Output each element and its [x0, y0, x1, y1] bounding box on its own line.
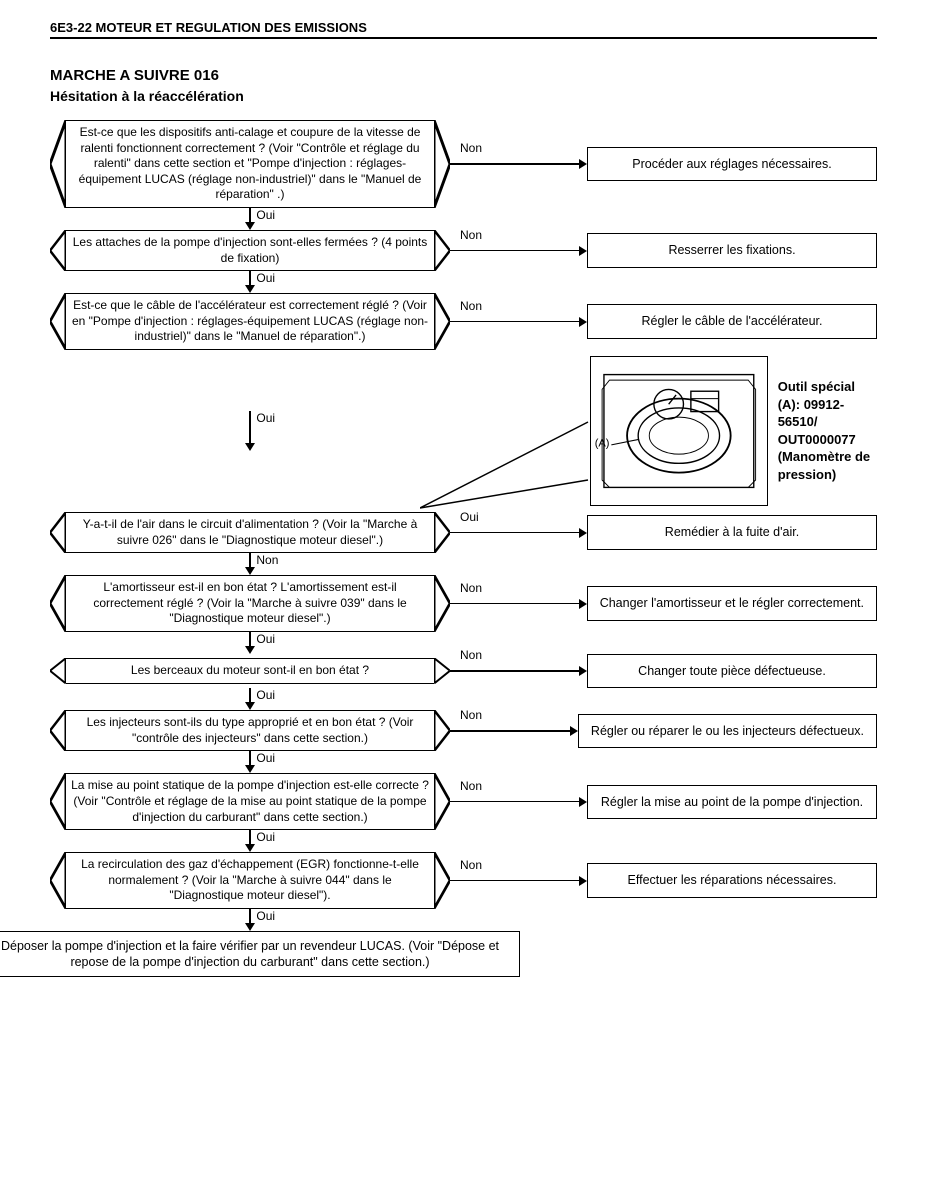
- arrow-down: Oui: [245, 688, 255, 710]
- action-node: Procéder aux réglages nécessaires.: [587, 147, 877, 181]
- edge-label: Oui: [250, 909, 275, 923]
- decision-node: Les injecteurs sont-ils du type appropri…: [50, 710, 450, 751]
- action-node: Régler le câble de l'accélérateur.: [587, 304, 877, 338]
- arrow-down: Oui: [245, 271, 255, 293]
- svg-text:(A): (A): [595, 438, 610, 450]
- edge-label: Oui: [458, 510, 481, 524]
- arrow-right: Non: [450, 599, 587, 609]
- arrow-right: Non: [450, 317, 587, 327]
- arrow-right: Non: [450, 876, 587, 886]
- arrow-right: Non: [450, 726, 578, 736]
- decision-text: L'amortisseur est-il en bon état ? L'amo…: [66, 575, 434, 632]
- procedure-subtitle: Hésitation à la réaccélération: [50, 88, 877, 104]
- arrow-right: Oui: [450, 528, 587, 538]
- action-node: Régler ou réparer le ou les injecteurs d…: [578, 714, 877, 748]
- edge-label: Non: [458, 581, 484, 595]
- action-node: Régler la mise au point de la pompe d'in…: [587, 785, 877, 819]
- action-node: Changer toute pièce défectueuse.: [587, 654, 877, 688]
- edge-label: Non: [458, 858, 484, 872]
- action-node: Changer l'amortisseur et le régler corre…: [587, 586, 877, 620]
- edge-label: Oui: [250, 271, 275, 285]
- tool-figure: (A) Outil spécial (A): 09912-56510/ OUT0…: [590, 356, 877, 506]
- arrow-right: Non: [450, 159, 587, 169]
- decision-text: La mise au point statique de la pompe d'…: [66, 773, 434, 830]
- edge-label: Oui: [250, 632, 275, 646]
- edge-label: Oui: [250, 751, 275, 765]
- action-node: Resserrer les fixations.: [587, 233, 877, 267]
- edge-label: Non: [458, 141, 484, 155]
- arrow-down: Oui: [245, 830, 255, 852]
- edge-label: Oui: [250, 411, 275, 425]
- arrow-down: Non: [245, 553, 255, 575]
- edge-label: Non: [458, 228, 484, 242]
- decision-node: L'amortisseur est-il en bon état ? L'amo…: [50, 575, 450, 632]
- decision-text: Les berceaux du moteur sont-il en bon ét…: [66, 658, 434, 684]
- action-node: Effectuer les réparations nécessaires.: [587, 863, 877, 897]
- arrow-down: Oui: [245, 632, 255, 654]
- arrow-down: Oui: [245, 208, 255, 230]
- tool-caption: Outil spécial (A): 09912-56510/ OUT00000…: [778, 378, 877, 483]
- arrow-down: Oui: [245, 751, 255, 773]
- decision-text: Les attaches de la pompe d'injection son…: [66, 230, 434, 271]
- edge-label: Oui: [250, 688, 275, 702]
- decision-node: Les attaches de la pompe d'injection son…: [50, 230, 450, 271]
- flowchart: Est-ce que les dispositifs anti-calage e…: [50, 120, 877, 977]
- decision-node: La recirculation des gaz d'échappement (…: [50, 852, 450, 909]
- arrow-right: Non: [450, 246, 587, 256]
- arrow-down: Oui: [245, 909, 255, 931]
- edge-label: Non: [458, 708, 484, 722]
- decision-text: Est-ce que les dispositifs anti-calage e…: [66, 120, 434, 208]
- decision-node: La mise au point statique de la pompe d'…: [50, 773, 450, 830]
- edge-label: Non: [458, 648, 484, 662]
- edge-label: Oui: [250, 830, 275, 844]
- edge-label: Oui: [250, 208, 275, 222]
- decision-text: Les injecteurs sont-ils du type appropri…: [66, 710, 434, 751]
- tool-illustration: (A): [590, 356, 768, 506]
- arrow-right: Non: [450, 666, 587, 676]
- terminal-node: Déposer la pompe d'injection et la faire…: [0, 931, 520, 978]
- decision-node: Est-ce que les dispositifs anti-calage e…: [50, 120, 450, 208]
- decision-text: La recirculation des gaz d'échappement (…: [66, 852, 434, 909]
- decision-node: Les berceaux du moteur sont-il en bon ét…: [50, 658, 450, 684]
- arrow-right: Non: [450, 797, 587, 807]
- decision-text: Y-a-t-il de l'air dans le circuit d'alim…: [66, 512, 434, 553]
- edge-label: Non: [458, 299, 484, 313]
- action-node: Remédier à la fuite d'air.: [587, 515, 877, 549]
- arrow-down: Oui: [245, 411, 255, 451]
- decision-text: Est-ce que le câble de l'accélérateur es…: [66, 293, 434, 350]
- page-header: 6E3-22 MOTEUR ET REGULATION DES EMISSION…: [50, 20, 877, 39]
- procedure-title: MARCHE A SUIVRE 016: [50, 67, 877, 84]
- edge-label: Non: [250, 553, 278, 567]
- decision-node: Est-ce que le câble de l'accélérateur es…: [50, 293, 450, 350]
- edge-label: Non: [458, 779, 484, 793]
- decision-node: Y-a-t-il de l'air dans le circuit d'alim…: [50, 512, 450, 553]
